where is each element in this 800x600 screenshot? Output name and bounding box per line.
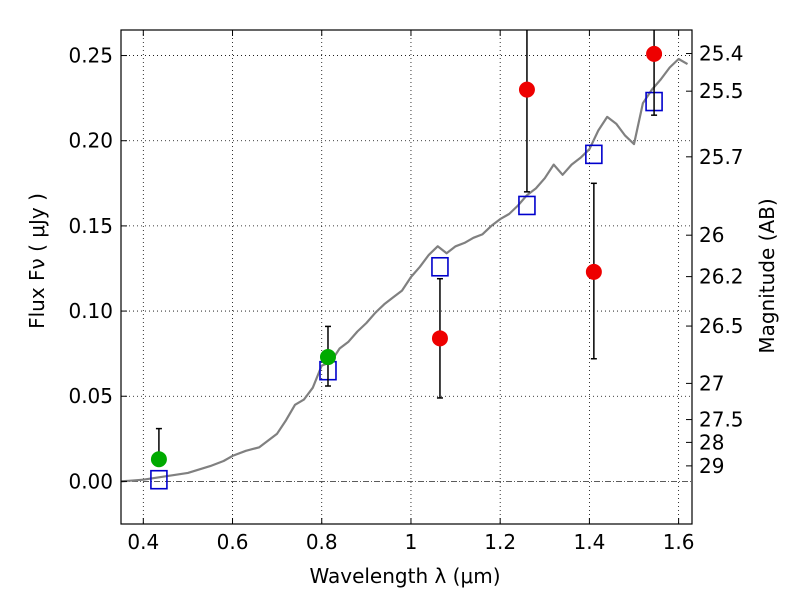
x-axis-label: Wavelength λ (μm) <box>309 564 500 588</box>
model-square <box>150 469 168 490</box>
series-near-IR-detections <box>431 30 663 399</box>
y-axis-right-label: Magnitude (AB) <box>755 198 779 353</box>
x-tick-label: 1.2 <box>484 530 516 554</box>
mag-tick-label: 25.7 <box>699 145 744 169</box>
axes-ticks: 0.4 0.6 0.8 1 1.2 1.4 1.6 0.00 0.05 0.10 0.15 0.20 0… <box>68 30 744 554</box>
mag-tick-label: 29 <box>699 454 724 478</box>
y-tick-label: 0.05 <box>68 384 113 408</box>
plot-area <box>121 30 689 490</box>
y-tick-label: 0.25 <box>68 44 113 68</box>
model-square <box>585 144 603 165</box>
data-point <box>431 330 448 347</box>
data-point <box>319 349 336 366</box>
data-point <box>585 263 602 280</box>
model-square <box>431 256 449 277</box>
mag-tick-label: 25.5 <box>699 79 744 103</box>
y-tick-label: 0.10 <box>68 299 113 323</box>
y-tick-label: 0.00 <box>68 469 113 493</box>
series-model-photometry <box>150 91 663 490</box>
mag-tick-label: 26.5 <box>699 314 744 338</box>
y-axis-label: Flux Fν ( μJy ) <box>25 193 49 329</box>
mag-tick-label: 27.5 <box>699 408 744 432</box>
y-tick-label: 0.15 <box>68 214 113 238</box>
mag-tick-label: 26 <box>699 223 724 247</box>
data-point <box>646 45 663 62</box>
mag-tick-label: 25.4 <box>699 42 744 66</box>
x-tick-label: 0.6 <box>217 530 249 554</box>
spectrum-line <box>121 57 689 483</box>
x-tick-label: 0.4 <box>127 530 159 554</box>
grid <box>121 30 692 524</box>
x-tick-label: 1.6 <box>663 530 695 554</box>
model-square <box>518 195 536 216</box>
mag-tick-label: 28 <box>699 430 724 454</box>
x-tick-label: 1.4 <box>573 530 605 554</box>
data-point <box>150 451 167 468</box>
mag-tick-label: 26.2 <box>699 265 744 289</box>
data-point <box>518 81 535 98</box>
series-optical-detections <box>150 325 336 468</box>
x-tick-label: 0.8 <box>306 530 338 554</box>
y-tick-label: 0.20 <box>68 129 113 153</box>
x-tick-label: 1 <box>405 530 418 554</box>
mag-tick-label: 27 <box>699 371 724 395</box>
series-model-spectrum <box>121 57 689 483</box>
plot-frame <box>120 29 693 525</box>
